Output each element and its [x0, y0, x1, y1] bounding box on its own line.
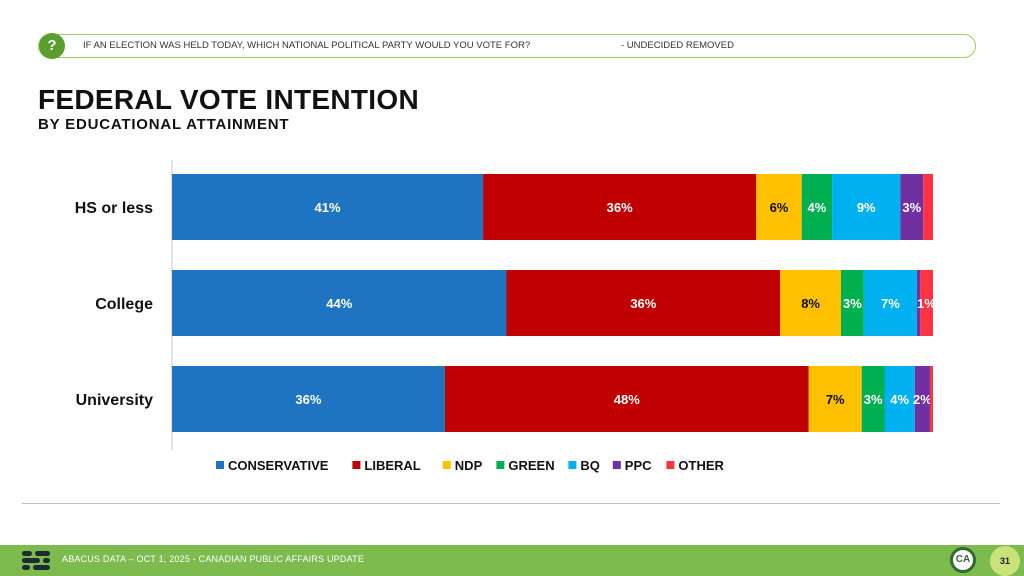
legend-swatch-green [496, 461, 505, 469]
bar-segment-green [841, 270, 864, 336]
data-label: 8% [801, 296, 820, 311]
data-label: 36% [630, 296, 656, 311]
bar-segment-ndp [780, 270, 842, 336]
legend-label-green: GREEN [508, 458, 554, 473]
footer-source-text: ABACUS DATA – OCT 1, 2025 - CANADIAN PUB… [62, 554, 365, 564]
data-label: 4% [890, 392, 909, 407]
legend-label-ppc: PPC [625, 458, 652, 473]
page-subtitle: BY EDUCATIONAL ATTAINMENT [38, 116, 290, 133]
legend-label-other: OTHER [678, 458, 724, 473]
bar-segment-ndp [808, 366, 862, 432]
data-label: 36% [607, 200, 633, 215]
bar-segment-liberal [444, 366, 809, 432]
legend-label-conservative: CONSERVATIVE [228, 458, 329, 473]
footer-bar: ABACUS DATA – OCT 1, 2025 - CANADIAN PUB… [0, 545, 1024, 576]
data-label: 1% [917, 296, 936, 311]
question-note: - UNDECIDED REMOVED [621, 40, 734, 51]
data-label: 3% [902, 200, 921, 215]
data-label: 7% [826, 392, 845, 407]
data-label: 9% [857, 200, 876, 215]
data-label: 3% [843, 296, 862, 311]
legend-swatch-other [666, 461, 675, 469]
page-title: FEDERAL VOTE INTENTION [38, 84, 419, 115]
bar-segment-green [861, 366, 885, 432]
bar-segment-ppc [914, 366, 930, 432]
data-label: 7% [881, 296, 900, 311]
bar-segment-bq [832, 174, 901, 240]
bar-segment-liberal [483, 174, 757, 240]
category-label: HS or less [75, 200, 153, 217]
bar-segment-conservative [172, 270, 507, 336]
data-label: 6% [770, 200, 789, 215]
question-text: IF AN ELECTION WAS HELD TODAY, WHICH NAT… [83, 40, 531, 51]
bar-segment-liberal [506, 270, 781, 336]
data-label: 2% [913, 392, 932, 407]
bar-segment-conservative [172, 366, 445, 432]
data-label: 3% [864, 392, 883, 407]
bar-segment-bq [863, 270, 918, 336]
bar-segment-bq [884, 366, 915, 432]
legend-swatch-liberal [352, 461, 361, 469]
legend-swatch-bq [568, 461, 577, 469]
bar-segment-ppc [900, 174, 924, 240]
data-label: 4% [808, 200, 827, 215]
abacus-logo-icon [22, 551, 50, 571]
legend-swatch-ppc [612, 461, 621, 469]
bar-segment-other [929, 366, 933, 432]
data-label: 48% [614, 392, 640, 407]
legend-swatch-conservative [216, 461, 224, 469]
bar-segment-other [923, 174, 933, 240]
question-banner: ? IF AN ELECTION WAS HELD TODAY, WHICH N… [38, 33, 976, 59]
bar-segment-ndp [756, 174, 802, 240]
data-label: 36% [295, 392, 321, 407]
category-label: College [95, 296, 153, 313]
footer-divider [22, 503, 1000, 504]
data-label: 41% [315, 200, 341, 215]
bar-segment-green [801, 174, 833, 240]
legend-swatch-ndp [442, 461, 451, 469]
category-label: University [76, 392, 153, 409]
page-number: 31 [990, 546, 1020, 576]
legend-label-liberal: LIBERAL [364, 458, 420, 473]
question-icon: ? [39, 33, 65, 59]
bar-segment-other [920, 270, 933, 336]
bar-segment-conservative [172, 174, 484, 240]
data-label: 44% [326, 296, 352, 311]
stacked-bar-chart: HS or less 41% 36% 6% 4% 9% 3% College 44% 36% 8% 3… [75, 160, 936, 473]
legend-label-ndp: NDP [455, 458, 483, 473]
brand-logo-icon: CA [950, 547, 976, 573]
legend-label-bq: BQ [580, 458, 600, 473]
bar-segment-ppc [917, 270, 921, 336]
